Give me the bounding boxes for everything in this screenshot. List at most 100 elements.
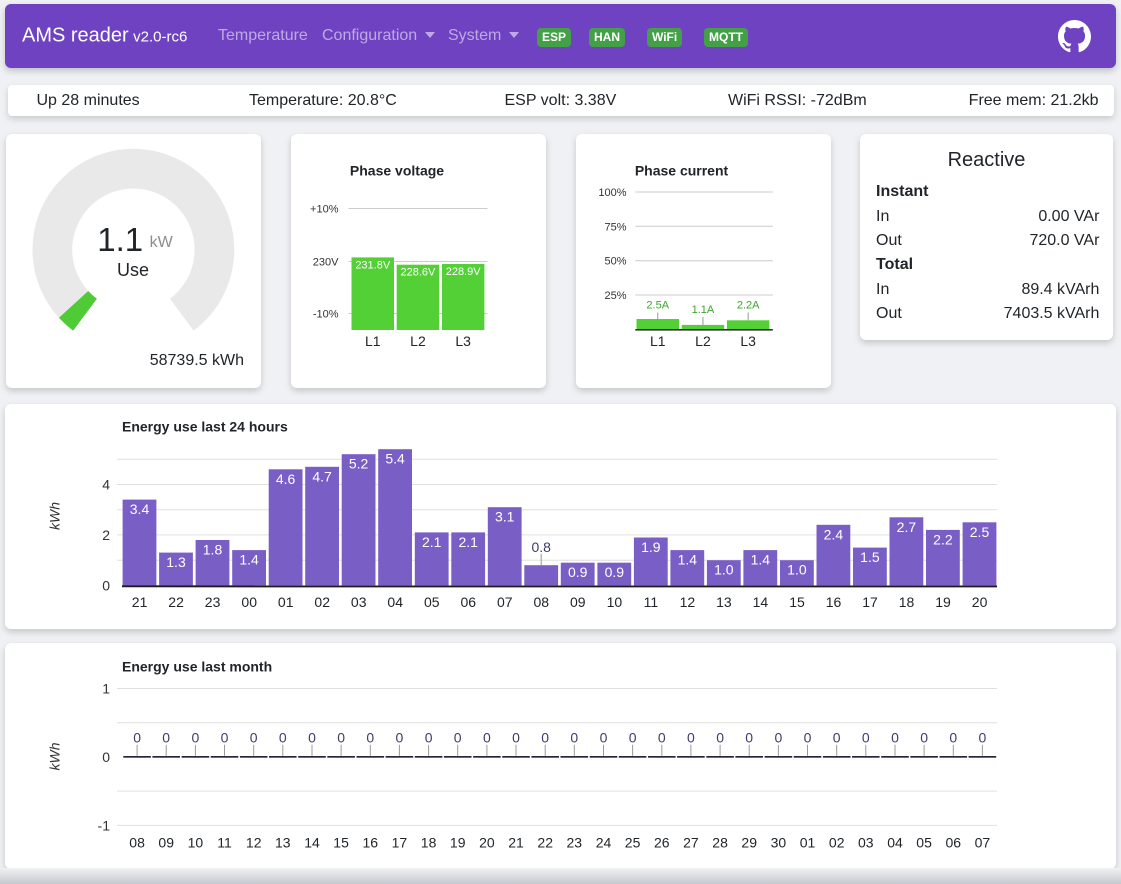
svg-text:0: 0 <box>512 730 520 746</box>
svg-text:0: 0 <box>133 730 141 746</box>
svg-text:L2: L2 <box>695 333 711 349</box>
svg-text:L1: L1 <box>364 333 380 349</box>
svg-text:0: 0 <box>862 730 870 746</box>
svg-text:03: 03 <box>858 834 874 850</box>
svg-text:23: 23 <box>567 834 583 850</box>
svg-text:0: 0 <box>541 730 549 746</box>
svg-text:2.1: 2.1 <box>422 534 442 550</box>
svg-text:07: 07 <box>975 834 991 850</box>
svg-text:0: 0 <box>483 730 491 746</box>
svg-text:09: 09 <box>158 834 174 850</box>
svg-text:Energy use last 24 hours: Energy use last 24 hours <box>122 419 288 435</box>
svg-text:28: 28 <box>712 834 728 850</box>
svg-text:1.8: 1.8 <box>203 542 223 558</box>
svg-text:1.4: 1.4 <box>239 552 259 568</box>
svg-text:0: 0 <box>920 730 928 746</box>
svg-text:0.9: 0.9 <box>568 564 588 580</box>
svg-text:0: 0 <box>949 730 957 746</box>
svg-text:04: 04 <box>887 834 903 850</box>
svg-text:0: 0 <box>979 730 987 746</box>
svg-text:18: 18 <box>421 834 437 850</box>
svg-text:kWh: kWh <box>46 742 62 770</box>
svg-text:25%: 25% <box>604 290 626 302</box>
svg-text:1.9: 1.9 <box>641 539 661 555</box>
svg-text:17: 17 <box>392 834 408 850</box>
svg-text:21: 21 <box>508 834 524 850</box>
svg-text:13: 13 <box>275 834 291 850</box>
svg-text:26: 26 <box>654 834 670 850</box>
svg-text:08: 08 <box>129 834 145 850</box>
svg-text:228.9V: 228.9V <box>445 266 481 278</box>
svg-text:0: 0 <box>308 730 316 746</box>
svg-text:0: 0 <box>102 749 110 765</box>
svg-text:0: 0 <box>454 730 462 746</box>
svg-text:L3: L3 <box>740 333 756 349</box>
svg-text:21: 21 <box>132 594 148 610</box>
svg-text:0: 0 <box>804 730 812 746</box>
svg-text:12: 12 <box>246 834 262 850</box>
svg-text:0: 0 <box>833 730 841 746</box>
svg-text:75%: 75% <box>604 221 626 233</box>
svg-text:18: 18 <box>899 594 915 610</box>
svg-text:4.7: 4.7 <box>312 468 332 484</box>
svg-text:25: 25 <box>625 834 641 850</box>
svg-text:+10%: +10% <box>310 204 339 216</box>
svg-text:2.5: 2.5 <box>970 524 990 540</box>
svg-text:0: 0 <box>658 730 666 746</box>
svg-text:0: 0 <box>425 730 433 746</box>
svg-text:1.3: 1.3 <box>166 554 186 570</box>
svg-text:1: 1 <box>102 681 110 697</box>
svg-text:08: 08 <box>534 594 550 610</box>
svg-text:5.4: 5.4 <box>385 451 405 467</box>
svg-text:16: 16 <box>826 594 842 610</box>
svg-text:05: 05 <box>916 834 932 850</box>
svg-text:2: 2 <box>102 527 110 543</box>
svg-text:0.8: 0.8 <box>531 539 551 555</box>
svg-text:1.4: 1.4 <box>751 552 771 568</box>
svg-text:231.8V: 231.8V <box>355 259 391 271</box>
svg-text:10: 10 <box>188 834 204 850</box>
svg-text:2.7: 2.7 <box>897 519 917 535</box>
svg-text:4: 4 <box>102 477 110 493</box>
svg-text:30: 30 <box>771 834 787 850</box>
svg-text:06: 06 <box>461 594 477 610</box>
svg-text:0: 0 <box>891 730 899 746</box>
svg-text:1.5: 1.5 <box>860 549 880 565</box>
svg-text:27: 27 <box>683 834 699 850</box>
svg-text:2.2: 2.2 <box>933 531 953 547</box>
svg-text:01: 01 <box>278 594 294 610</box>
svg-text:0: 0 <box>279 730 287 746</box>
svg-text:0: 0 <box>366 730 374 746</box>
svg-text:228.6V: 228.6V <box>400 267 436 279</box>
svg-text:1.0: 1.0 <box>787 562 807 578</box>
svg-text:0: 0 <box>102 577 110 593</box>
svg-text:09: 09 <box>570 594 586 610</box>
svg-text:1.0: 1.0 <box>714 562 734 578</box>
svg-text:50%: 50% <box>604 256 626 268</box>
svg-text:15: 15 <box>789 594 805 610</box>
svg-text:L1: L1 <box>649 333 665 349</box>
svg-text:14: 14 <box>753 594 769 610</box>
svg-text:5.2: 5.2 <box>349 456 369 472</box>
svg-text:2.1: 2.1 <box>458 534 478 550</box>
svg-text:13: 13 <box>716 594 732 610</box>
svg-text:10: 10 <box>607 594 623 610</box>
svg-text:24: 24 <box>596 834 612 850</box>
svg-text:-1: -1 <box>98 817 111 833</box>
svg-text:2.4: 2.4 <box>824 526 844 542</box>
svg-text:20: 20 <box>479 834 495 850</box>
svg-text:kWh: kWh <box>46 502 62 530</box>
svg-text:Energy use last month: Energy use last month <box>122 658 272 674</box>
svg-text:0: 0 <box>396 730 404 746</box>
svg-text:0: 0 <box>221 730 229 746</box>
svg-text:0: 0 <box>687 730 695 746</box>
svg-text:12: 12 <box>680 594 696 610</box>
svg-text:14: 14 <box>304 834 320 850</box>
svg-text:2.5A: 2.5A <box>646 300 669 312</box>
svg-text:0: 0 <box>629 730 637 746</box>
svg-text:0: 0 <box>716 730 724 746</box>
svg-text:11: 11 <box>644 594 659 610</box>
svg-text:230V: 230V <box>312 257 338 269</box>
svg-text:03: 03 <box>351 594 367 610</box>
svg-text:3.1: 3.1 <box>495 509 515 525</box>
